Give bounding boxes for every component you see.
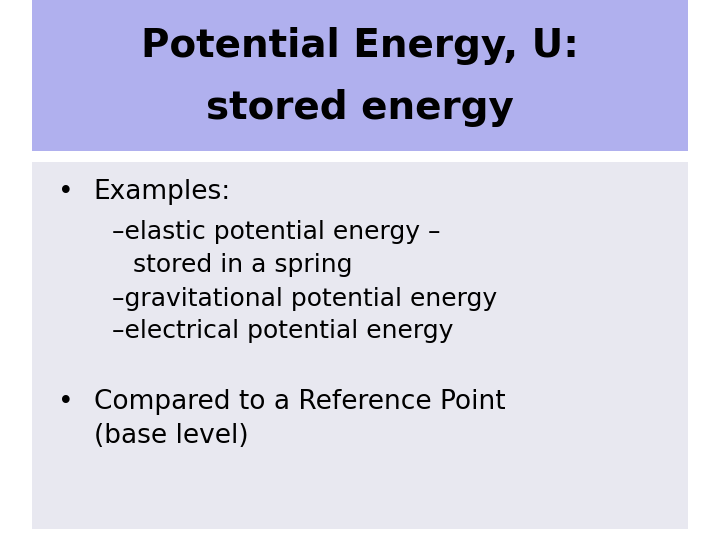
Text: stored in a spring: stored in a spring [133, 253, 353, 276]
Text: (base level): (base level) [94, 423, 248, 449]
Bar [32, 162, 688, 529]
Text: stored energy: stored energy [206, 89, 514, 127]
Bar [32, 0, 688, 151]
Text: Compared to a Reference Point: Compared to a Reference Point [94, 389, 505, 415]
Text: Potential Energy, U:: Potential Energy, U: [141, 27, 579, 65]
Text: Examples:: Examples: [94, 179, 231, 205]
Text: •: • [58, 389, 73, 415]
Text: –gravitational potential energy: –gravitational potential energy [112, 287, 497, 310]
Text: •: • [58, 179, 73, 205]
Text: –electrical potential energy: –electrical potential energy [112, 319, 453, 343]
Text: –elastic potential energy –: –elastic potential energy – [112, 220, 440, 244]
